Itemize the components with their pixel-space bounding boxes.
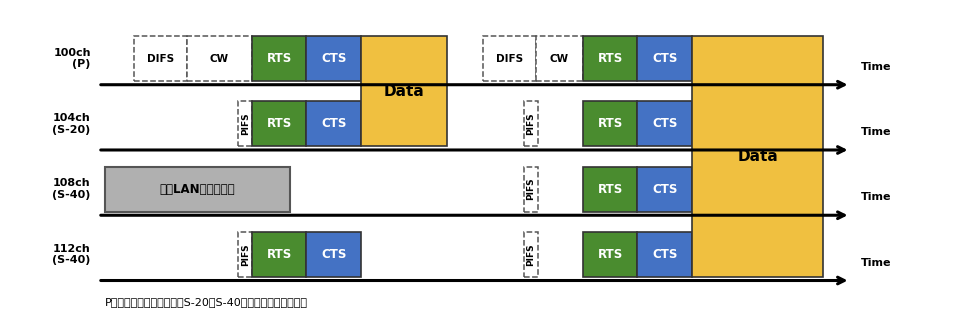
Bar bbox=[252, 36, 307, 81]
Text: CTS: CTS bbox=[652, 248, 677, 261]
Text: Time: Time bbox=[860, 127, 891, 137]
Text: P：プライマリチャネル，S-20，S-40：セカンダリチャネル: P：プライマリチャネル，S-20，S-40：セカンダリチャネル bbox=[105, 297, 308, 307]
Text: 108ch
(S-40): 108ch (S-40) bbox=[52, 178, 90, 200]
Text: CTS: CTS bbox=[652, 52, 677, 65]
Text: Time: Time bbox=[860, 62, 891, 72]
Bar bbox=[186, 36, 252, 81]
Bar bbox=[637, 101, 691, 146]
Text: RTS: RTS bbox=[266, 248, 291, 261]
Text: Data: Data bbox=[736, 149, 777, 164]
Text: PIFS: PIFS bbox=[240, 243, 250, 266]
Text: PIFS: PIFS bbox=[526, 113, 535, 135]
Text: 112ch
(S-40): 112ch (S-40) bbox=[52, 244, 90, 265]
Bar bbox=[238, 101, 252, 146]
Bar bbox=[307, 232, 360, 277]
Text: Time: Time bbox=[860, 257, 891, 267]
Text: RTS: RTS bbox=[597, 183, 622, 195]
Bar bbox=[535, 36, 582, 81]
Text: P: P bbox=[240, 186, 250, 193]
Text: RTS: RTS bbox=[597, 248, 622, 261]
Bar bbox=[105, 167, 290, 212]
Text: CTS: CTS bbox=[321, 248, 346, 261]
Text: CTS: CTS bbox=[652, 117, 677, 130]
Bar bbox=[238, 167, 252, 212]
Text: Time: Time bbox=[860, 192, 891, 202]
Bar bbox=[637, 167, 691, 212]
Bar bbox=[582, 167, 637, 212]
Bar bbox=[307, 36, 360, 81]
Text: PIFS: PIFS bbox=[526, 243, 535, 266]
Bar bbox=[360, 36, 447, 146]
Bar bbox=[524, 232, 537, 277]
Text: RTS: RTS bbox=[266, 52, 291, 65]
Text: CW: CW bbox=[209, 54, 229, 64]
Bar bbox=[252, 232, 307, 277]
Bar bbox=[582, 232, 637, 277]
Bar bbox=[637, 36, 691, 81]
Text: RTS: RTS bbox=[597, 52, 622, 65]
Bar bbox=[307, 101, 360, 146]
Bar bbox=[252, 101, 307, 146]
Bar bbox=[637, 232, 691, 277]
Text: CW: CW bbox=[550, 54, 568, 64]
Bar bbox=[135, 36, 186, 81]
Text: 100ch
(P): 100ch (P) bbox=[53, 48, 90, 69]
Bar bbox=[582, 101, 637, 146]
Text: CTS: CTS bbox=[321, 52, 346, 65]
Text: 104ch
(S-20): 104ch (S-20) bbox=[53, 113, 90, 135]
Text: PIFS: PIFS bbox=[526, 178, 535, 200]
Text: Data: Data bbox=[383, 84, 424, 99]
Bar bbox=[691, 36, 823, 277]
Bar bbox=[524, 167, 537, 212]
Text: 無線LAN機器の通信: 無線LAN機器の通信 bbox=[160, 183, 235, 195]
Text: CTS: CTS bbox=[652, 183, 677, 195]
Text: PIFS: PIFS bbox=[240, 113, 250, 135]
Text: RTS: RTS bbox=[266, 117, 291, 130]
Bar bbox=[238, 232, 252, 277]
Text: RTS: RTS bbox=[597, 117, 622, 130]
Bar bbox=[252, 167, 277, 212]
Bar bbox=[524, 101, 537, 146]
Text: DIFS: DIFS bbox=[147, 54, 174, 64]
Bar bbox=[582, 36, 637, 81]
Bar bbox=[482, 36, 535, 81]
Text: DIFS: DIFS bbox=[496, 54, 523, 64]
Text: CTS: CTS bbox=[321, 117, 346, 130]
